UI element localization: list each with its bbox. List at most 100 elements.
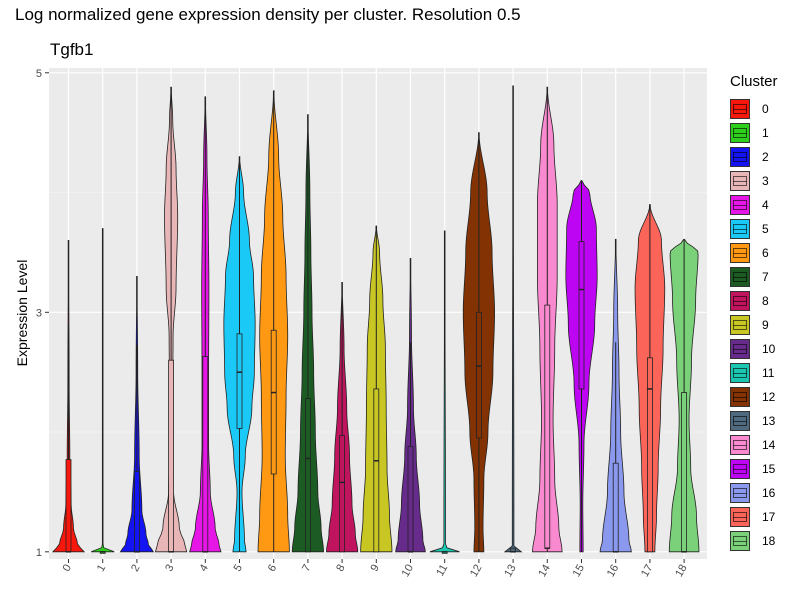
legend-label: 16 bbox=[762, 486, 776, 500]
box bbox=[373, 388, 380, 553]
legend-label: 5 bbox=[762, 222, 769, 236]
legend-label: 3 bbox=[762, 174, 769, 188]
x-tick-label: 5 bbox=[232, 563, 245, 574]
violin-cluster-10 bbox=[395, 258, 426, 553]
violin-cluster-5 bbox=[223, 156, 256, 553]
legend-label: 0 bbox=[762, 102, 769, 116]
violin-cluster-13 bbox=[503, 85, 523, 553]
legend-item: 6 bbox=[730, 241, 800, 265]
box bbox=[544, 304, 551, 549]
legend-item: 9 bbox=[730, 313, 800, 337]
legend-label: 15 bbox=[762, 462, 776, 476]
violin-cluster-1 bbox=[91, 228, 115, 554]
y-tick-label: 3 bbox=[36, 307, 42, 319]
legend-label: 8 bbox=[762, 294, 769, 308]
box bbox=[133, 471, 140, 553]
box bbox=[475, 311, 482, 439]
violin-cluster-18 bbox=[668, 238, 700, 553]
legend-swatch bbox=[730, 267, 750, 287]
legend-swatch bbox=[730, 339, 750, 359]
legend-item: 0 bbox=[730, 97, 800, 121]
box bbox=[236, 333, 243, 429]
x-tick-label: 11 bbox=[434, 563, 450, 579]
x-tick-label: 1 bbox=[95, 563, 108, 574]
legend-item: 3 bbox=[730, 169, 800, 193]
legend-swatch bbox=[730, 315, 750, 335]
violin-cluster-14 bbox=[532, 86, 563, 553]
legend-swatch bbox=[730, 147, 750, 167]
legend-item: 4 bbox=[730, 193, 800, 217]
legend-item: 11 bbox=[730, 361, 800, 385]
legend-item: 13 bbox=[730, 409, 800, 433]
figure-title: Log normalized gene expression density p… bbox=[15, 5, 521, 24]
legend-label: 11 bbox=[762, 366, 775, 380]
box bbox=[202, 356, 209, 553]
legend-swatch bbox=[730, 507, 750, 527]
box bbox=[270, 329, 277, 475]
x-axis: 0 1 2 3 4 5 6 7 8 9 10 11 12 13 14 15 16 17 18 bbox=[61, 559, 690, 579]
box bbox=[612, 462, 619, 553]
legend-swatch bbox=[730, 435, 750, 455]
legend-item: 14 bbox=[730, 433, 800, 457]
box bbox=[304, 398, 311, 553]
legend-item: 12 bbox=[730, 385, 800, 409]
x-tick-label: 12 bbox=[468, 563, 485, 580]
legend-label: 12 bbox=[762, 390, 776, 404]
legend-item: 18 bbox=[730, 529, 800, 553]
legend-swatch bbox=[730, 219, 750, 239]
box bbox=[407, 446, 414, 553]
x-tick-label: 18 bbox=[673, 563, 690, 580]
x-tick-label: 10 bbox=[400, 563, 417, 580]
legend-item: 2 bbox=[730, 145, 800, 169]
legend-title: Cluster bbox=[730, 73, 778, 90]
y-axis-label: Expression Level bbox=[14, 260, 30, 367]
legend-item: 17 bbox=[730, 505, 800, 529]
violin-body bbox=[429, 230, 460, 553]
legend-label: 9 bbox=[762, 318, 769, 332]
violin-cluster-9 bbox=[360, 225, 393, 553]
legend-label: 1 bbox=[762, 126, 769, 140]
legend-swatch bbox=[730, 99, 750, 119]
box bbox=[578, 241, 585, 390]
legend-label: 14 bbox=[762, 438, 776, 452]
violin-cluster-8 bbox=[326, 281, 359, 553]
legend-swatch bbox=[730, 123, 750, 143]
violin-cluster-4 bbox=[189, 96, 222, 553]
box bbox=[339, 435, 346, 553]
legend-item: 10 bbox=[730, 337, 800, 361]
violin-body bbox=[91, 228, 115, 553]
box bbox=[65, 459, 72, 553]
x-tick-label: 4 bbox=[197, 563, 210, 574]
x-tick-label: 0 bbox=[61, 563, 74, 574]
violin-cluster-12 bbox=[462, 132, 495, 553]
violin-body bbox=[503, 85, 523, 553]
violin-cluster-3 bbox=[154, 86, 188, 553]
legend-swatch bbox=[730, 195, 750, 215]
x-tick-label: 16 bbox=[605, 563, 622, 580]
legend-item: 7 bbox=[730, 265, 800, 289]
legend-swatch bbox=[730, 171, 750, 191]
legend-item: 15 bbox=[730, 457, 800, 481]
legend-label: 13 bbox=[762, 414, 776, 428]
legend-label: 7 bbox=[762, 270, 769, 284]
legend-swatch bbox=[730, 387, 750, 407]
legend-label: 10 bbox=[762, 342, 776, 356]
legend-swatch bbox=[730, 243, 750, 263]
box bbox=[168, 359, 175, 553]
legend-swatch bbox=[730, 291, 750, 311]
x-tick-label: 6 bbox=[266, 563, 279, 574]
y-tick-label: 1 bbox=[36, 547, 42, 559]
legend-item: 5 bbox=[730, 217, 800, 241]
legend-label: 6 bbox=[762, 246, 769, 260]
y-tick-label: 5 bbox=[36, 68, 42, 80]
legend-label: 2 bbox=[762, 150, 769, 164]
x-tick-label: 15 bbox=[571, 563, 588, 580]
x-tick-label: 17 bbox=[639, 563, 656, 580]
plot-title: Tgfb1 bbox=[50, 40, 94, 59]
violin-cluster-6 bbox=[257, 90, 290, 553]
legend-swatch bbox=[730, 411, 750, 431]
y-axis: 1 3 5 bbox=[36, 68, 49, 559]
violin-cluster-15 bbox=[565, 180, 598, 553]
violin-cluster-7 bbox=[291, 114, 325, 553]
x-tick-label: 9 bbox=[368, 563, 381, 574]
